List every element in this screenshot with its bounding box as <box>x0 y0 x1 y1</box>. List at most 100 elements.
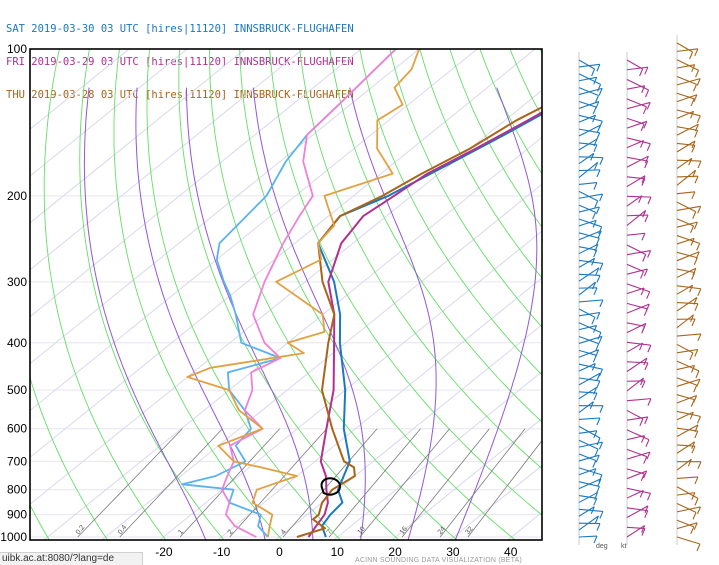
wind-barb-flag <box>595 449 598 456</box>
wind-barb-flag <box>598 332 601 339</box>
dry-adiabat <box>598 44 719 548</box>
wind-barb-flag <box>698 289 701 296</box>
sat-dewpoint-line <box>182 49 396 537</box>
pressure-tick-1000: 1000 <box>0 530 27 544</box>
wind-barb-flag <box>696 70 699 77</box>
wind-barb-flag <box>592 69 595 76</box>
wind-barb <box>579 207 599 212</box>
mixing-ratio-line <box>402 429 489 537</box>
wind-barb-flag <box>646 90 649 97</box>
wind-barb-flag <box>697 116 700 123</box>
wind-barb-flag <box>698 161 701 168</box>
wind-barb-flag <box>693 212 696 219</box>
wind-barb <box>579 183 597 185</box>
wind-barb-flag <box>599 369 602 376</box>
wind-barb-flag <box>647 292 650 299</box>
wind-column-sat <box>579 52 603 545</box>
wind-barb-flag <box>695 49 698 56</box>
wind-barb <box>627 436 645 440</box>
temperature-tick: 10 <box>331 545 345 559</box>
wind-barb <box>627 86 645 89</box>
wind-barb-flag <box>695 477 698 484</box>
mixing-ratio-label: 0.2 <box>75 524 87 536</box>
wind-barb-flag <box>597 170 600 177</box>
wind-barb-flag <box>595 201 598 208</box>
wind-barb-flag <box>698 462 701 469</box>
dry-adiabat <box>359 44 719 548</box>
wind-barb-flag <box>594 183 597 190</box>
dry-adiabat <box>80 44 230 548</box>
temperature-tick: -20 <box>155 545 173 559</box>
pressure-tick-500: 500 <box>7 383 27 397</box>
isotherm <box>325 38 719 547</box>
wind-barb-flag <box>647 493 650 500</box>
wind-barb <box>677 170 696 185</box>
dry-adiabat <box>389 44 719 548</box>
wind-barb-flag <box>640 69 643 76</box>
wind-barb <box>579 479 601 489</box>
wind-barb-flag <box>592 317 595 324</box>
wind-barb <box>579 509 603 511</box>
wind-column-thu <box>677 35 701 551</box>
wind-barb-flag <box>690 353 693 360</box>
pressure-tick-800: 800 <box>7 483 27 497</box>
dry-adiabat <box>7 44 112 548</box>
wind-barb-flag <box>690 52 693 59</box>
wind-barb-flag <box>646 440 649 447</box>
footer-credit: ACINN SOUNDING DATA VISUALIZATION (BETA) <box>355 557 522 564</box>
wind-barb-flag <box>600 406 603 413</box>
wind-barb-flag <box>695 304 698 311</box>
wind-barb <box>677 143 695 145</box>
wind-barb-flag <box>692 319 695 326</box>
dry-adiabat <box>269 44 583 548</box>
mixing-ratio-line <box>78 429 183 537</box>
wind-barb <box>627 233 645 235</box>
wind-barb-flag <box>642 233 645 240</box>
pressure-tick-700: 700 <box>7 454 27 468</box>
wind-barb-flag <box>597 133 600 140</box>
dry-adiabat <box>657 44 719 548</box>
plot-frame <box>30 49 542 540</box>
fri-temperature-line <box>309 49 652 537</box>
wind-barb-flag <box>594 393 597 400</box>
wind-barb <box>579 125 600 136</box>
moist-adiabat <box>136 88 267 548</box>
pressure-tick-600: 600 <box>7 422 27 436</box>
wind-barb-flag <box>593 460 596 467</box>
wind-barb-flag <box>694 258 697 265</box>
moist-adiabat <box>84 88 208 548</box>
pressure-tick-400: 400 <box>7 336 27 350</box>
thu-dewpoint-line <box>187 49 419 537</box>
wind-barb <box>627 449 647 456</box>
wind-barb-flag <box>641 271 644 278</box>
wind-barb-flag <box>692 192 695 199</box>
wind-barb <box>677 477 698 478</box>
wind-barb-flag <box>695 130 698 137</box>
wind-barb-flag <box>600 194 603 201</box>
mixing-ratio-label: 24 <box>437 525 447 536</box>
mixing-ratio-label: 7 <box>326 529 334 536</box>
wind-barb <box>677 334 701 336</box>
pressure-tick-100: 100 <box>7 42 27 56</box>
wind-barb-flag <box>600 300 603 307</box>
wind-barb <box>579 312 600 315</box>
wind-barb <box>627 506 648 518</box>
dry-adiabat <box>508 44 719 548</box>
wind-barb-flag <box>645 363 648 370</box>
wind-barb-flag <box>691 226 694 233</box>
wind-barb-flag <box>640 419 643 426</box>
wind-barb <box>627 399 651 401</box>
temperature-tick: -10 <box>213 545 231 559</box>
wind-barb <box>627 269 647 274</box>
dry-adiabat <box>0 44 54 548</box>
wind-barb-flag <box>693 84 696 91</box>
wind-barb-flag <box>597 64 600 71</box>
dry-adiabat <box>687 44 719 548</box>
wind-barb <box>579 157 603 158</box>
pressure-tick-300: 300 <box>7 275 27 289</box>
wind-barb <box>579 300 603 302</box>
wind-barb-flag <box>697 544 700 551</box>
wind-barb <box>579 170 600 171</box>
wind-barb <box>677 60 699 71</box>
